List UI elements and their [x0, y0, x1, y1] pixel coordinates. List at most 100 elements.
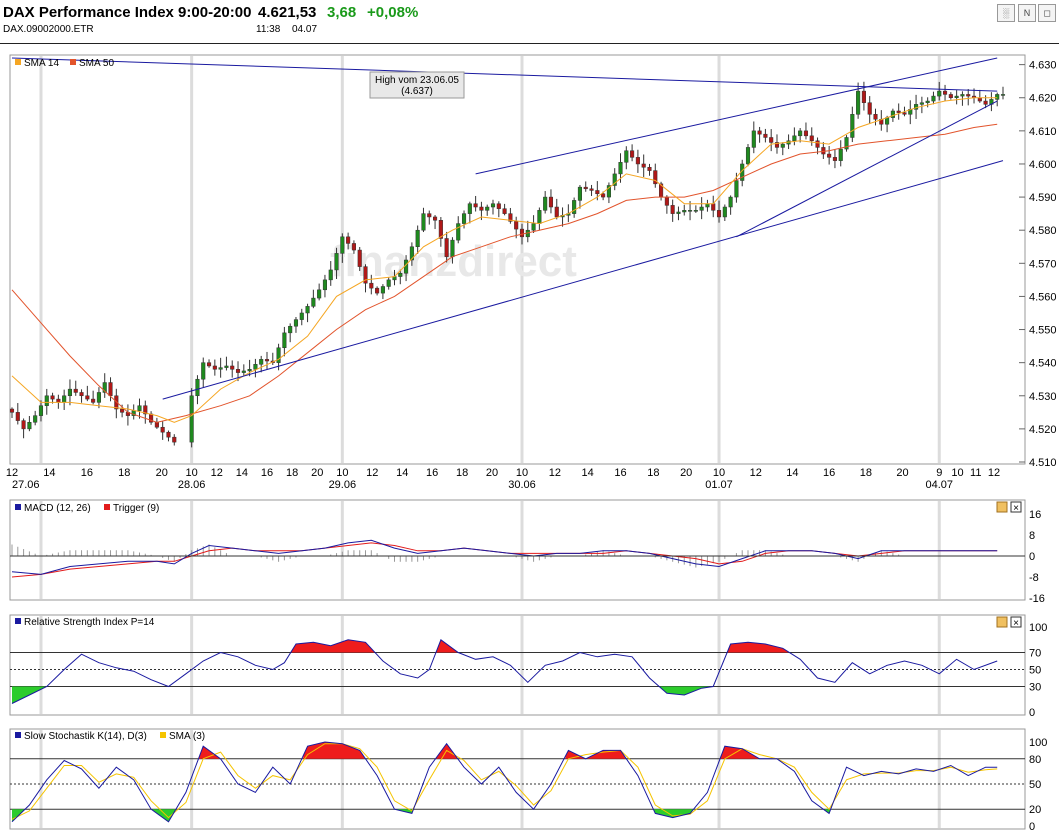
candle-body [456, 223, 461, 241]
candle-body [682, 210, 687, 213]
session-separator-4 [520, 56, 524, 463]
macd-close-icon[interactable] [1010, 501, 1022, 513]
price-legend: SMA 14 SMA 50 [15, 58, 114, 69]
candle-body [363, 266, 368, 284]
hour-label: 20 [311, 467, 323, 479]
legend-swatch-macd [15, 504, 21, 510]
hour-label: 20 [156, 467, 168, 479]
candle-body [711, 203, 716, 211]
overbought-fill [303, 742, 365, 759]
candle-body [647, 167, 652, 171]
hour-label: 12 [988, 467, 1000, 479]
rsi-settings-icon[interactable] [996, 616, 1008, 628]
day-label: 04.07 [925, 479, 953, 491]
candle-body [624, 150, 629, 163]
price-tick-label: 4.590 [1029, 192, 1057, 204]
macd-tick-label: -16 [1029, 593, 1045, 605]
candle-body [705, 203, 710, 208]
overbought-fill [565, 750, 585, 759]
candle-body [485, 206, 490, 211]
session-separator-1 [39, 616, 43, 714]
legend-macd: MACD (12, 26) [24, 503, 91, 514]
session-separator-5 [717, 501, 721, 599]
candle-body [114, 395, 119, 410]
hour-label: 16 [823, 467, 835, 479]
candle-body [832, 157, 837, 161]
trend-line-2 [162, 160, 1004, 400]
session-separator-5 [717, 56, 721, 463]
session-separator-6 [937, 501, 941, 599]
hour-label: 18 [118, 467, 130, 479]
rsi-line [11, 639, 998, 704]
macd-settings-icon[interactable] [996, 501, 1008, 513]
rsi-close-icon[interactable] [1010, 616, 1022, 628]
candle-body [73, 388, 78, 393]
fullscreen-icon[interactable]: ◻ [1038, 4, 1056, 22]
candle-body [241, 370, 246, 373]
candle-body [102, 382, 107, 393]
candle-body [618, 162, 623, 175]
candle-body [154, 422, 159, 428]
candle-body [606, 185, 611, 198]
rsi-close-glyph: × [1013, 618, 1019, 629]
hour-label: 18 [286, 467, 298, 479]
candle-body [166, 431, 171, 438]
chart-header: DAX Performance Index 9:00-20:00 DAX.090… [0, 0, 1059, 44]
osc-tick-label: 0 [1029, 821, 1035, 833]
osc-tick-label: 100 [1029, 737, 1047, 749]
macd-tick-label: 0 [1029, 551, 1035, 563]
price-y-axis: 4.510 4.520 4.530 4.540 4.550 4.560 4.570 4.580… [1029, 60, 1057, 469]
price-tick-label: 4.570 [1029, 258, 1057, 270]
candle-body [867, 102, 872, 115]
candle-body [757, 130, 762, 135]
candle-body [91, 398, 96, 403]
overbought-fill [727, 642, 789, 653]
hour-label: 12 [750, 467, 762, 479]
candle-body [282, 332, 287, 349]
candle-body [398, 272, 403, 277]
price-tick-label: 4.580 [1029, 225, 1057, 237]
hour-label: 10 [951, 467, 963, 479]
candle-body [386, 279, 391, 287]
news-icon[interactable]: N [1018, 4, 1036, 22]
candle-body [328, 269, 333, 281]
candle-body [490, 203, 496, 208]
candle-body [108, 382, 113, 397]
candle-body [751, 130, 756, 148]
price-plot-frame [9, 54, 1026, 465]
hour-label: 10 [336, 467, 348, 479]
hour-label: 16 [81, 467, 93, 479]
osc-tick-label: 50 [1029, 665, 1041, 677]
candle-body [890, 110, 895, 118]
hour-label: 16 [614, 467, 626, 479]
candle-body [716, 210, 722, 218]
candle-body [195, 378, 200, 397]
legend-trigger: Trigger (9) [113, 503, 159, 514]
candle-body [433, 216, 438, 221]
candle-body [885, 117, 890, 125]
candle-body [9, 408, 15, 413]
session-separator-2 [190, 730, 194, 828]
hour-label: 14 [396, 467, 408, 479]
price-tick-label: 4.610 [1029, 126, 1057, 138]
candle-body [595, 190, 600, 195]
candle-body [734, 180, 739, 198]
session-separator-3 [340, 730, 344, 828]
candle-body [664, 196, 669, 206]
session-separator-6 [937, 730, 941, 828]
bar-chart-icon[interactable]: ░ [997, 4, 1015, 22]
price-grid [1019, 64, 1025, 463]
price-tick-label: 4.620 [1029, 93, 1057, 105]
candle-body [960, 94, 965, 97]
candle-body [438, 220, 443, 239]
candle-body [612, 173, 617, 186]
session-separator-2 [190, 501, 194, 599]
candle-body [838, 148, 843, 161]
header-divider [0, 43, 1059, 44]
overbought-fill [198, 746, 220, 759]
candle-body [937, 90, 942, 97]
candle-body [641, 163, 646, 168]
candle-body [38, 405, 44, 416]
candle-body [15, 412, 20, 421]
macd-tick-label: 8 [1029, 530, 1035, 542]
